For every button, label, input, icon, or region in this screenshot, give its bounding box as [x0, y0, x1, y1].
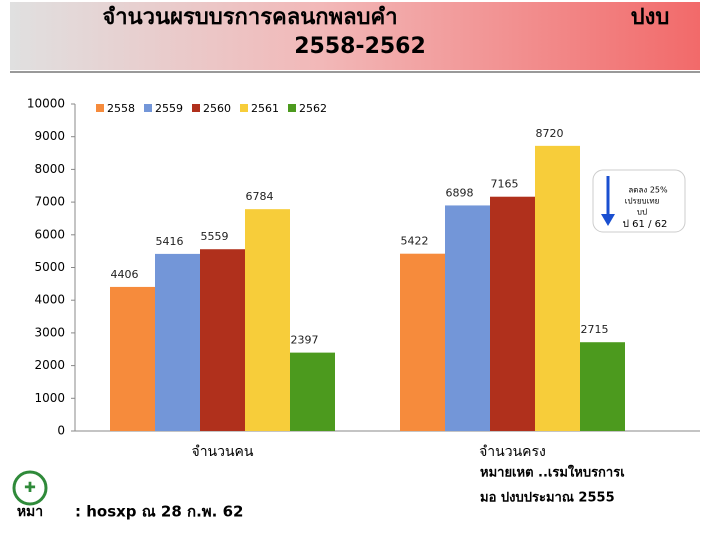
y-tick-label: 1000: [34, 391, 65, 405]
bar: [580, 342, 625, 431]
bar: [200, 249, 245, 431]
y-tick-label: 9000: [34, 129, 65, 143]
arrow-head: [601, 214, 615, 226]
bar: [290, 352, 335, 431]
legend-swatch: [96, 104, 104, 112]
y-tick-label: 3000: [34, 325, 65, 339]
bar: [445, 205, 490, 431]
annotation: บป: [637, 208, 647, 217]
y-tick-label: 7000: [34, 195, 65, 209]
bar: [110, 286, 155, 431]
annotation: ลดลง 25%: [628, 186, 668, 195]
legend-label: 2561: [251, 102, 279, 115]
annotation: เปรยบเทย: [625, 197, 660, 206]
value-label: 4406: [111, 268, 139, 281]
bar: [155, 253, 200, 431]
value-label: 5559: [201, 230, 229, 243]
bar: [245, 209, 290, 431]
bar: [400, 253, 445, 431]
legend-swatch: [240, 104, 248, 112]
chart-title: ปงบ: [631, 5, 670, 30]
footnote: หมา: [17, 504, 43, 520]
legend-label: 2562: [299, 102, 327, 115]
footnote: : hosxp ณ 28 ก.พ. 62: [75, 503, 243, 521]
value-label: 6898: [446, 186, 474, 199]
y-tick-label: 8000: [34, 162, 65, 176]
value-label: 6784: [246, 190, 274, 203]
value-label: 2715: [581, 323, 609, 336]
value-label: 8720: [536, 127, 564, 140]
value-label: 5422: [401, 235, 429, 248]
y-tick-label: 2000: [34, 358, 65, 372]
legend-swatch: [192, 104, 200, 112]
x-tick-label: จำนวนคน: [191, 444, 253, 460]
annotation-box: [592, 169, 686, 233]
legend-label: 2559: [155, 102, 183, 115]
bar: [535, 145, 580, 431]
value-label: 2397: [291, 334, 319, 347]
chart-title: 2558-2562: [294, 34, 426, 59]
legend-label: 2560: [203, 102, 231, 115]
logo-mark: ✚: [24, 480, 36, 496]
legend-swatch: [288, 104, 296, 112]
x-tick-label: จำนวนครง: [479, 444, 546, 460]
legend-swatch: [144, 104, 152, 112]
value-label: 7165: [491, 178, 519, 191]
title-banner: [10, 2, 700, 70]
chart-title: จำนวนผรบบรการคลนกพลบคำ: [102, 5, 397, 30]
footnote: หมายเหต ..เรมใหบรการเ: [480, 464, 625, 481]
value-label: 5416: [156, 235, 184, 248]
logo: [12, 470, 48, 506]
y-tick-label: 10000: [27, 97, 65, 111]
legend-label: 2558: [107, 102, 135, 115]
y-tick-label: 5000: [34, 260, 65, 274]
y-tick-label: 6000: [34, 227, 65, 241]
annotation: ป 61 / 62: [623, 219, 668, 230]
footnote: มอ ปงบประมาณ 2555: [480, 491, 615, 506]
bar: [490, 196, 535, 431]
y-tick-label: 0: [57, 424, 65, 438]
y-tick-label: 4000: [34, 293, 65, 307]
